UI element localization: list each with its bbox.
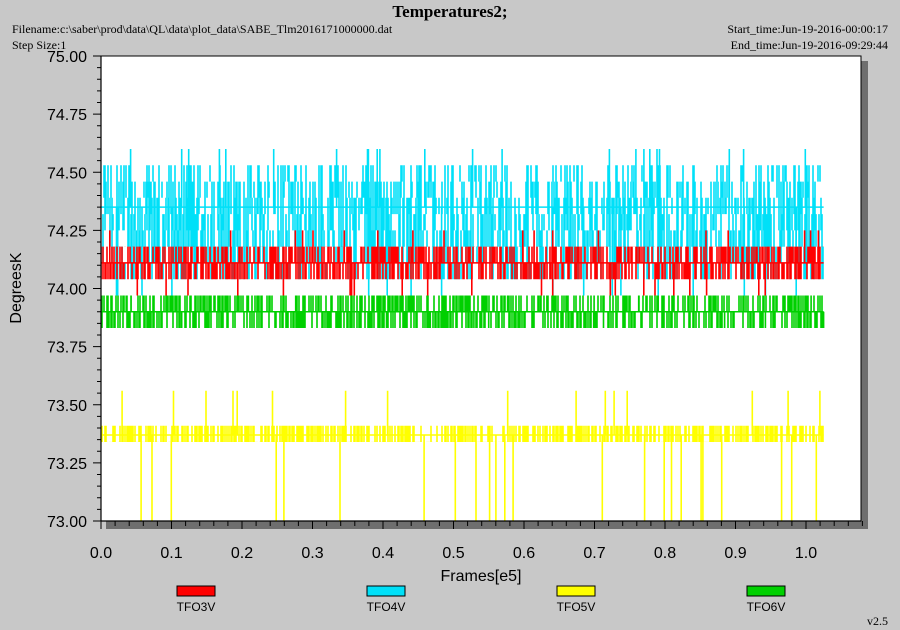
chart-title: Temperatures2; xyxy=(392,2,508,21)
x-tick-label: 0.4 xyxy=(372,545,394,562)
plot-area xyxy=(100,55,862,522)
legend-swatch xyxy=(366,585,406,597)
version-label: v2.5 xyxy=(867,614,888,628)
legend-item-tfo5v: TFO5V xyxy=(556,585,596,614)
legend: TFO3V TFO4V TFO5V TFO6V xyxy=(176,585,786,614)
legend-item-tfo4v: TFO4V xyxy=(366,585,406,614)
series-layer xyxy=(101,149,825,521)
legend-item-tfo3v: TFO3V xyxy=(176,585,216,614)
x-tick-label: 0.2 xyxy=(231,545,253,562)
x-tick-label: 0.6 xyxy=(513,545,535,562)
legend-label: TFO3V xyxy=(177,600,216,614)
x-tick-label: 0.8 xyxy=(654,545,676,562)
series-tfo6v xyxy=(101,295,825,328)
legend-swatch xyxy=(556,585,596,597)
x-tick-label: 1.0 xyxy=(795,545,817,562)
y-tick-label: 73.25 xyxy=(47,456,87,473)
y-tick-label: 74.75 xyxy=(47,107,87,124)
x-tick-label: 0.9 xyxy=(724,545,746,562)
filename-label: Filename:c:\saber\prod\data\QL\data\plot… xyxy=(12,22,393,36)
legend-label: TFO4V xyxy=(367,600,406,614)
legend-item-tfo6v: TFO6V xyxy=(746,585,786,614)
step-size-label: Step Size:1 xyxy=(12,38,67,52)
y-tick-label: 74.50 xyxy=(47,165,87,182)
y-axis-label: DegreesK xyxy=(8,252,25,323)
x-tick-label: 0.7 xyxy=(583,545,605,562)
legend-label: TFO5V xyxy=(557,600,596,614)
axes-layer: 73.00 73.25 73.50 73.75 74.00 74.25 74.50 74.75… xyxy=(47,49,863,562)
y-tick-label: 73.75 xyxy=(47,340,87,357)
legend-label: TFO6V xyxy=(747,600,786,614)
y-tick-label: 73.50 xyxy=(47,398,87,415)
x-tick-label: 0.0 xyxy=(90,545,112,562)
y-tick-label: 73.00 xyxy=(47,514,87,531)
y-tick-label: 75.00 xyxy=(47,49,87,66)
y-tick-label: 74.00 xyxy=(47,282,87,299)
x-axis-label: Frames[e5] xyxy=(441,568,522,585)
end-time-label: End_time:Jun-19-2016-09:29:44 xyxy=(730,38,888,52)
x-tick-label: 0.1 xyxy=(160,545,182,562)
y-tick-label: 74.25 xyxy=(47,223,87,240)
x-tick-label: 0.5 xyxy=(442,545,464,562)
legend-swatch xyxy=(746,585,786,597)
start-time-label: Start_time:Jun-19-2016-00:00:17 xyxy=(727,22,888,36)
legend-swatch xyxy=(176,585,216,597)
x-tick-label: 0.3 xyxy=(301,545,323,562)
series-tfo3v xyxy=(101,230,824,296)
